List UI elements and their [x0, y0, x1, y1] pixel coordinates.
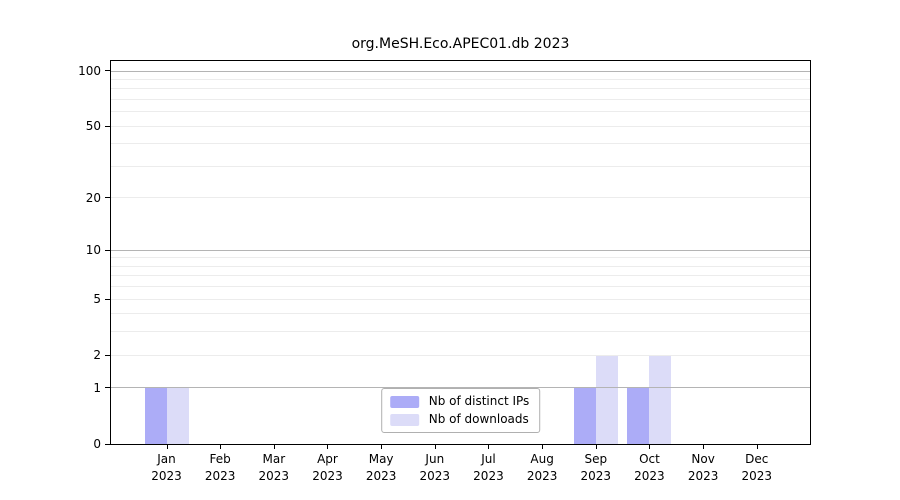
legend-swatch-distinct-ips: [389, 395, 419, 408]
bar-distinct-ips-jan-2023: [144, 387, 167, 444]
gridline-minor-60: [111, 111, 810, 113]
legend-item-downloads: Nb of downloads: [389, 412, 530, 427]
y-tick-label-0: 0: [93, 437, 101, 451]
gridline-minor-90: [111, 78, 810, 80]
y-tick-50: [105, 125, 110, 127]
x-tick-label-sep-2023: Sep 2023: [564, 451, 628, 485]
x-tick-jul-2023: [488, 445, 490, 449]
gridline-minor-3: [111, 331, 810, 333]
bar-downloads-oct-2023: [649, 355, 672, 444]
y-tick-100: [105, 70, 110, 72]
x-tick-label-oct-2023: Oct 2023: [617, 451, 681, 485]
gridline-minor-2: [111, 354, 810, 356]
y-tick-20: [105, 197, 110, 199]
x-label-month: Oct: [639, 452, 660, 466]
y-tick-2: [105, 354, 110, 356]
gridline-major-10: [111, 249, 810, 251]
x-tick-label-mar-2023: Mar 2023: [242, 451, 306, 485]
x-tick-label-dec-2023: Dec 2023: [725, 451, 789, 485]
x-label-year: 2023: [634, 469, 665, 483]
gridline-minor-8: [111, 265, 810, 267]
x-tick-aug-2023: [542, 445, 544, 449]
y-tick-1: [105, 387, 110, 389]
bar-downloads-jan-2023: [166, 387, 189, 444]
x-label-month: Dec: [745, 452, 769, 466]
y-tick-5: [105, 298, 110, 300]
y-tick-label-5: 5: [93, 292, 101, 307]
x-tick-apr-2023: [327, 445, 329, 449]
bar-distinct-ips-oct-2023: [627, 387, 650, 444]
gridline-minor-30: [111, 165, 810, 167]
x-label-year: 2023: [365, 469, 397, 483]
y-tick-label-20: 20: [85, 190, 101, 205]
gridline-minor-40: [111, 143, 810, 145]
gridline-minor-7: [111, 275, 810, 277]
x-label-year: 2023: [419, 469, 451, 483]
x-tick-label-jan-2023: Jan 2023: [135, 451, 199, 485]
x-label-month: Feb: [209, 452, 231, 466]
x-tick-label-aug-2023: Aug 2023: [510, 451, 574, 485]
x-label-month: Jun: [425, 452, 445, 466]
x-label-month: Jan: [157, 452, 176, 466]
x-label-year: 2023: [741, 469, 773, 483]
x-label-year: 2023: [204, 469, 236, 483]
gridline-minor-6: [111, 286, 810, 288]
x-label-year: 2023: [580, 469, 612, 483]
x-label-year: 2023: [312, 469, 343, 483]
x-label-month: May: [368, 452, 394, 466]
x-tick-oct-2023: [649, 445, 651, 449]
x-tick-sep-2023: [595, 445, 597, 449]
legend: Nb of distinct IPs Nb of downloads: [380, 388, 541, 433]
x-tick-nov-2023: [703, 445, 705, 449]
plot-area: Nb of distinct IPs Nb of downloads: [110, 60, 811, 445]
x-label-year: 2023: [258, 469, 290, 483]
x-label-year: 2023: [151, 469, 182, 483]
x-label-month: Aug: [530, 452, 554, 466]
x-label-year: 2023: [526, 469, 558, 483]
x-tick-label-feb-2023: Feb 2023: [188, 451, 252, 485]
x-label-month: Sep: [584, 452, 608, 466]
y-tick-label-100: 100: [78, 63, 101, 78]
y-tick-10: [105, 249, 110, 251]
x-label-month: Mar: [262, 452, 286, 466]
legend-label-downloads: Nb of downloads: [428, 412, 529, 426]
gridline-minor-80: [111, 88, 810, 90]
gridline-minor-5: [111, 298, 810, 300]
gridline-minor-9: [111, 257, 810, 259]
x-tick-mar-2023: [273, 445, 275, 449]
x-tick-jan-2023: [166, 445, 168, 449]
gridline-minor-50: [111, 125, 810, 127]
y-tick-label-2: 2: [93, 348, 101, 363]
x-label-month: Apr: [317, 452, 338, 466]
bar-distinct-ips-sep-2023: [573, 387, 596, 444]
gridline-minor-70: [111, 98, 810, 100]
x-tick-jun-2023: [434, 445, 436, 449]
x-tick-dec-2023: [756, 445, 758, 449]
y-tick-label-10: 10: [85, 243, 101, 258]
gridline-minor-20: [111, 197, 810, 199]
x-tick-may-2023: [381, 445, 383, 449]
y-tick-label-1: 1: [93, 380, 101, 395]
legend-item-distinct-ips: Nb of distinct IPs: [389, 394, 530, 409]
gridline-major-100: [111, 70, 810, 72]
legend-label-distinct-ips: Nb of distinct IPs: [428, 394, 530, 408]
chart-title: org.MeSH.Eco.APEC01.db 2023: [351, 36, 570, 52]
x-label-year: 2023: [473, 469, 504, 483]
x-tick-label-may-2023: May 2023: [349, 451, 413, 485]
x-label-year: 2023: [687, 469, 719, 483]
y-tick-0: [105, 443, 110, 445]
x-label-month: Jul: [481, 452, 496, 466]
x-tick-feb-2023: [220, 445, 222, 449]
x-tick-label-apr-2023: Apr 2023: [295, 451, 359, 485]
gridline-major-1: [111, 387, 810, 389]
legend-swatch-downloads: [389, 413, 419, 426]
bar-downloads-sep-2023: [595, 355, 618, 444]
x-tick-label-jun-2023: Jun 2023: [403, 451, 467, 485]
x-label-month: Nov: [691, 452, 715, 466]
y-tick-label-50: 50: [85, 119, 101, 134]
gridline-minor-4: [111, 313, 810, 315]
x-tick-label-jul-2023: Jul 2023: [456, 451, 520, 485]
x-tick-label-nov-2023: Nov 2023: [671, 451, 735, 485]
